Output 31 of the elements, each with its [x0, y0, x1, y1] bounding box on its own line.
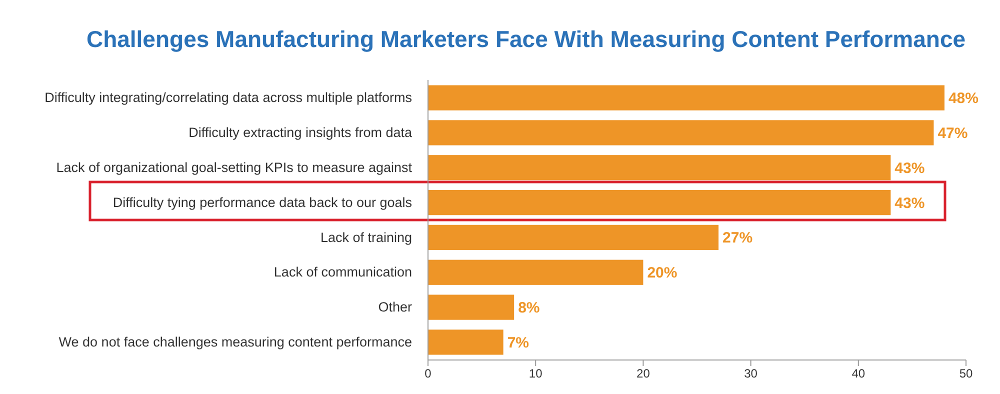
- bar: [428, 155, 891, 180]
- x-tick-label: 0: [424, 366, 432, 381]
- y-tick-label: Lack of communication: [274, 264, 412, 280]
- y-tick-label: Lack of training: [320, 230, 412, 245]
- y-tick-label: Difficulty tying performance data back to our goals: [112, 194, 412, 210]
- bar: [428, 120, 934, 146]
- x-tick-label: 10: [528, 366, 543, 381]
- y-tick-label: Difficulty integrating/correlating data across multiple platforms: [44, 90, 412, 106]
- y-tick-label: Difficulty extracting insights from data: [188, 125, 412, 140]
- data-label: 43%: [894, 194, 925, 212]
- data-label: 27%: [722, 230, 753, 247]
- x-tick-label: 30: [744, 366, 758, 381]
- x-tick-label: 40: [852, 366, 866, 381]
- data-label: 48%: [948, 90, 979, 108]
- bar: [428, 294, 514, 320]
- data-label: 20%: [647, 264, 678, 282]
- bar: [428, 85, 944, 110]
- x-tick-label: 50: [959, 366, 973, 381]
- data-label: 8%: [518, 300, 540, 317]
- data-label: 43%: [894, 160, 925, 177]
- x-tick-label: 20: [636, 366, 650, 381]
- data-label: 7%: [507, 334, 530, 352]
- chart-title: Challenges Manufacturing Marketers Face With Measuring Content Performance: [86, 26, 966, 52]
- bar: [428, 330, 504, 355]
- y-tick-label: We do not face challenges measuring content performance: [58, 334, 412, 350]
- bar: [428, 190, 891, 216]
- bar: [428, 260, 644, 285]
- bar: [428, 224, 719, 250]
- y-tick-label: Other: [378, 300, 412, 315]
- data-label: 47%: [938, 124, 968, 142]
- y-tick-label: Lack of organizational goal-setting KPIs to measure against: [56, 160, 412, 175]
